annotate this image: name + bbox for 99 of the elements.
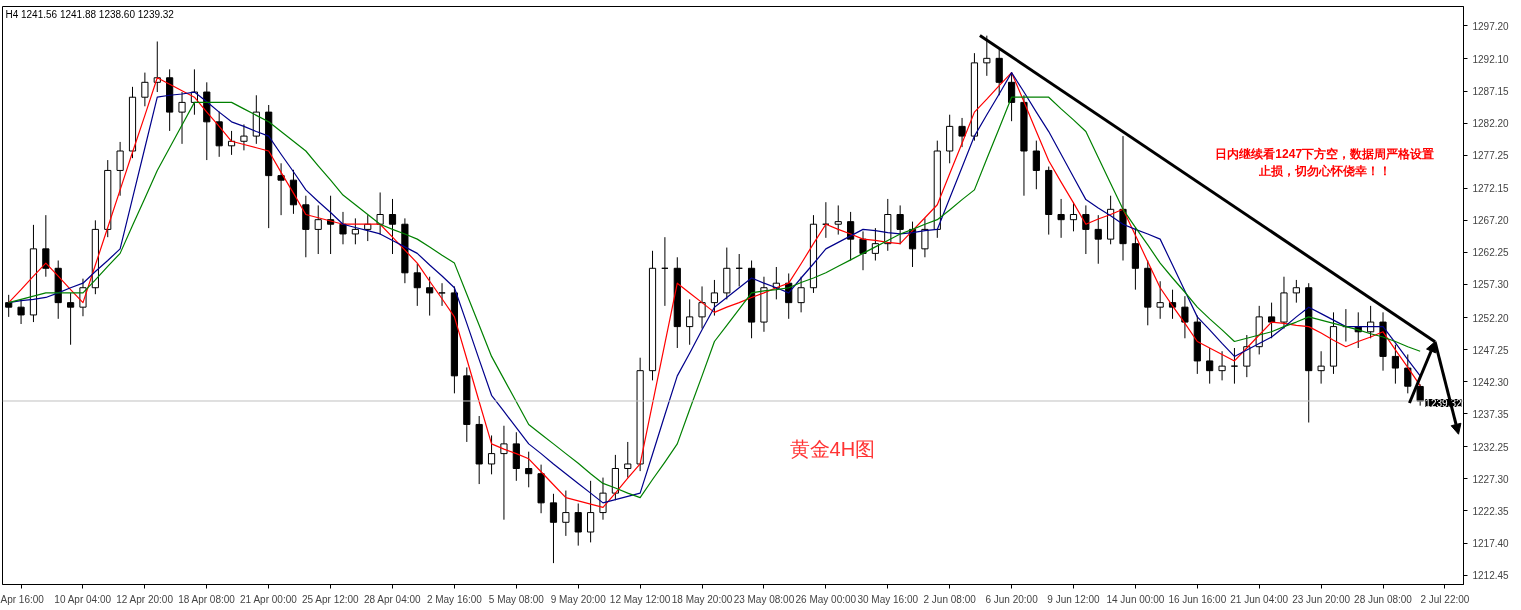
x-tick-label: Apr 16:00 — [0, 593, 45, 605]
x-tick-label: 18 May 20:00 — [671, 593, 733, 605]
candlestick — [1218, 350, 1226, 381]
candlestick — [958, 117, 966, 148]
x-tick-label: 6 Jun 20:00 — [985, 593, 1039, 605]
annotation: 日内继续看1247下方空，数据周严格设置止损，切勿心怀侥幸！！ — [1215, 147, 1435, 178]
x-tick-label: 9 May 20:00 — [550, 593, 607, 605]
candlestick — [1069, 201, 1078, 232]
x-tick-label: 18 Apr 08:00 — [178, 593, 236, 605]
candlestick — [1292, 279, 1300, 304]
candlestick — [5, 294, 13, 318]
candlestick — [215, 110, 223, 158]
candlestick — [252, 94, 260, 145]
y-tick-label: 1257.30 — [1472, 279, 1510, 291]
candlestick — [1007, 72, 1016, 122]
x-tick-label: 16 Jun 16:00 — [1168, 593, 1227, 605]
candlestick — [1094, 214, 1102, 265]
candlestick — [500, 425, 508, 521]
candlestick — [1391, 344, 1399, 385]
candlestick — [339, 211, 347, 245]
x-tick-label: 21 Jun 04:00 — [1230, 593, 1289, 605]
y-tick-label: 1227.30 — [1472, 473, 1510, 485]
candlestick — [116, 141, 124, 197]
candlestick — [1082, 204, 1090, 255]
x-tick-label: 5 May 08:00 — [488, 593, 545, 605]
candlestick — [1243, 334, 1251, 378]
x-tick-label: 25 Apr 12:00 — [301, 593, 360, 605]
x-tick-label: 26 May 00:00 — [795, 593, 857, 605]
y-tick-label: 1287.15 — [1472, 86, 1510, 98]
candlestick — [388, 198, 397, 255]
x-tick-label: 21 Apr 00:00 — [240, 593, 298, 605]
candlestick — [859, 230, 867, 271]
x-tick-label: 10 Apr 04:00 — [54, 593, 112, 605]
y-tick-label: 1217.40 — [1472, 538, 1510, 550]
candlestick — [42, 214, 50, 278]
candlestick — [797, 276, 805, 313]
y-tick-label: 1292.10 — [1472, 53, 1510, 65]
candlestick — [1057, 198, 1065, 239]
candlestick — [277, 162, 285, 216]
y-tick-label: 1282.20 — [1472, 118, 1510, 130]
x-tick-label: 30 May 16:00 — [857, 593, 919, 605]
candlestick — [574, 503, 582, 547]
x-tick-label: 9 Jun 12:00 — [1047, 593, 1101, 605]
candlestick — [413, 263, 421, 307]
candlestick — [67, 292, 75, 346]
candlestick — [426, 276, 434, 317]
candlestick — [549, 493, 558, 564]
x-tick-label: 14 Jun 00:00 — [1106, 593, 1165, 605]
candlestick — [710, 279, 719, 317]
y-tick-label: 1222.35 — [1472, 505, 1510, 517]
candlestick — [624, 441, 632, 479]
y-tick-label: 1267.20 — [1472, 215, 1510, 227]
candlestick — [921, 217, 929, 258]
candlestick — [698, 285, 706, 330]
y-tick-label: 1262.25 — [1472, 247, 1510, 259]
candlestick — [686, 298, 694, 346]
x-tick-label: 23 Jun 20:00 — [1292, 593, 1351, 605]
annotation: H4 1241.56 1241.88 1238.60 1239.32 — [5, 9, 175, 21]
y-tick-label: 1297.20 — [1472, 20, 1510, 32]
y-tick-label: 1212.45 — [1472, 570, 1510, 582]
annotation: 黄金4H图 — [789, 437, 876, 460]
candlestick — [1317, 350, 1325, 385]
candlestick — [562, 490, 570, 537]
candlestick — [834, 204, 842, 236]
candlestick — [1230, 347, 1239, 385]
y-tick-label: 1277.25 — [1472, 150, 1510, 162]
candlestick — [1404, 353, 1412, 394]
candlestick — [1156, 280, 1164, 320]
y-tick-label: 1247.25 — [1472, 344, 1510, 356]
candlestick — [17, 298, 25, 325]
candlestick — [1206, 347, 1214, 385]
x-tick-label: 12 May 12:00 — [609, 593, 671, 605]
candlestick — [1181, 295, 1189, 339]
candlestick — [896, 204, 904, 245]
x-tick-label: 2 Jun 08:00 — [923, 593, 977, 605]
candlestick — [587, 480, 595, 543]
candlestick — [314, 204, 322, 255]
x-tick-label: 2 May 16:00 — [426, 593, 483, 605]
y-tick-label: 1272.15 — [1472, 183, 1510, 195]
ref-line-label: 1239.32 — [1425, 397, 1462, 409]
candlestick — [487, 434, 496, 475]
candlestick — [1032, 140, 1040, 190]
y-tick-label: 1252.20 — [1472, 312, 1510, 324]
candlestick — [351, 217, 359, 245]
x-tick-label: 23 May 08:00 — [733, 593, 795, 605]
x-tick-label: 28 Apr 04:00 — [363, 593, 422, 605]
candlestick — [525, 451, 533, 488]
candlestick — [438, 282, 446, 307]
y-tick-label: 1242.30 — [1472, 376, 1510, 388]
candlestick — [376, 191, 384, 236]
y-tick-label: 1232.25 — [1472, 441, 1510, 453]
candlestick — [141, 72, 149, 107]
candlestick — [240, 123, 248, 151]
candlestick — [178, 91, 186, 145]
x-tick-label: 12 Apr 20:00 — [116, 593, 174, 605]
x-tick-label: 28 Jun 08:00 — [1354, 593, 1413, 605]
x-tick-label: 2 Jul 22:00 — [1420, 593, 1470, 605]
candlestick — [1267, 302, 1276, 339]
y-tick-label: 1237.35 — [1472, 408, 1510, 420]
